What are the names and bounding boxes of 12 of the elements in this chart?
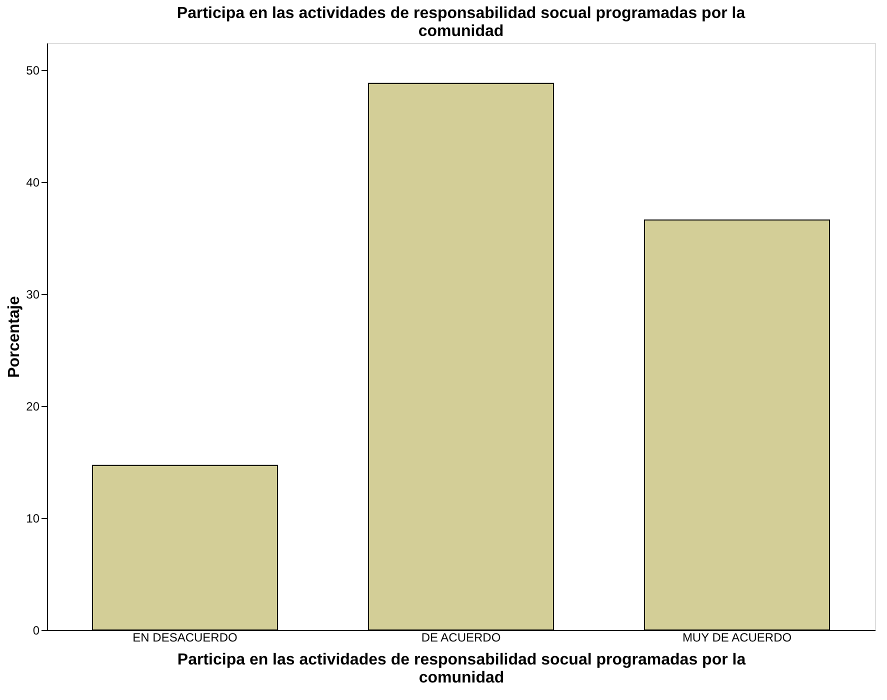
- y-tick-label: 0: [32, 624, 40, 638]
- y-tick-label: 20: [26, 399, 40, 414]
- y-tick-label: 40: [26, 175, 40, 190]
- y-tick-label: 10: [26, 511, 40, 526]
- x-axis-title: Participa en las actividades de responsabilidad socual programadas por la comunidad: [177, 652, 746, 686]
- x-tick-label: MUY DE ACUERDO: [682, 630, 792, 644]
- x-tick-label: DE ACUERDO: [421, 630, 501, 644]
- chart-title: Participa en las actividades de responsabilidad socual programadas por la comunidad: [176, 5, 746, 40]
- x-tick-label: EN DESACUERDO: [132, 630, 238, 644]
- y-axis-title: Porcentaje: [6, 296, 24, 378]
- y-tick-label: 50: [26, 63, 40, 78]
- y-tick-label: 30: [26, 287, 40, 302]
